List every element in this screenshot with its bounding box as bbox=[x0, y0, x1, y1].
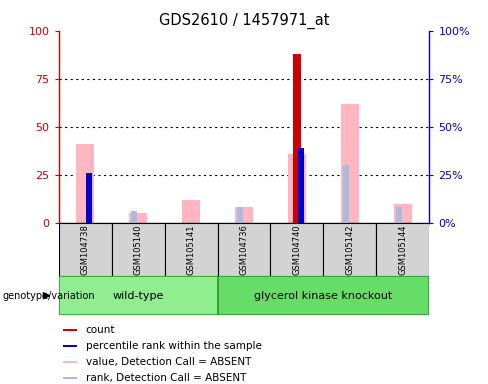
Text: GSM105141: GSM105141 bbox=[186, 224, 196, 275]
Text: GSM104740: GSM104740 bbox=[292, 224, 302, 275]
Bar bbox=[59, 223, 112, 276]
Text: value, Detection Call = ABSENT: value, Detection Call = ABSENT bbox=[86, 357, 251, 367]
Bar bbox=[235, 207, 253, 223]
Bar bbox=[237, 207, 244, 223]
Text: percentile rank within the sample: percentile rank within the sample bbox=[86, 341, 262, 351]
Bar bbox=[63, 329, 78, 331]
Bar bbox=[376, 223, 429, 276]
Text: GSM105140: GSM105140 bbox=[134, 224, 142, 275]
Bar bbox=[112, 223, 164, 276]
Bar bbox=[343, 165, 349, 223]
Text: GSM105144: GSM105144 bbox=[398, 224, 407, 275]
Bar bbox=[59, 276, 218, 315]
Bar bbox=[288, 154, 306, 223]
Bar bbox=[63, 345, 78, 347]
Bar bbox=[131, 211, 138, 223]
Bar bbox=[394, 204, 412, 223]
Bar bbox=[218, 276, 429, 315]
Text: glycerol kinase knockout: glycerol kinase knockout bbox=[254, 291, 393, 301]
Bar bbox=[293, 54, 301, 223]
Bar bbox=[86, 173, 92, 223]
Bar bbox=[182, 200, 200, 223]
Bar bbox=[396, 207, 402, 223]
Text: count: count bbox=[86, 325, 115, 335]
Bar bbox=[63, 361, 78, 363]
Text: genotype/variation: genotype/variation bbox=[2, 291, 95, 301]
Text: GSM104738: GSM104738 bbox=[81, 224, 90, 275]
Bar bbox=[218, 223, 270, 276]
Title: GDS2610 / 1457971_at: GDS2610 / 1457971_at bbox=[159, 13, 329, 29]
Text: GSM104736: GSM104736 bbox=[240, 224, 248, 275]
Bar bbox=[298, 148, 304, 223]
Bar bbox=[270, 223, 324, 276]
Text: GSM105142: GSM105142 bbox=[346, 224, 354, 275]
Bar bbox=[324, 223, 376, 276]
Bar bbox=[341, 104, 359, 223]
Bar bbox=[129, 213, 147, 223]
Bar bbox=[164, 223, 218, 276]
Bar bbox=[76, 144, 94, 223]
Text: wild-type: wild-type bbox=[112, 291, 163, 301]
Text: rank, Detection Call = ABSENT: rank, Detection Call = ABSENT bbox=[86, 372, 246, 382]
Bar bbox=[63, 377, 78, 379]
